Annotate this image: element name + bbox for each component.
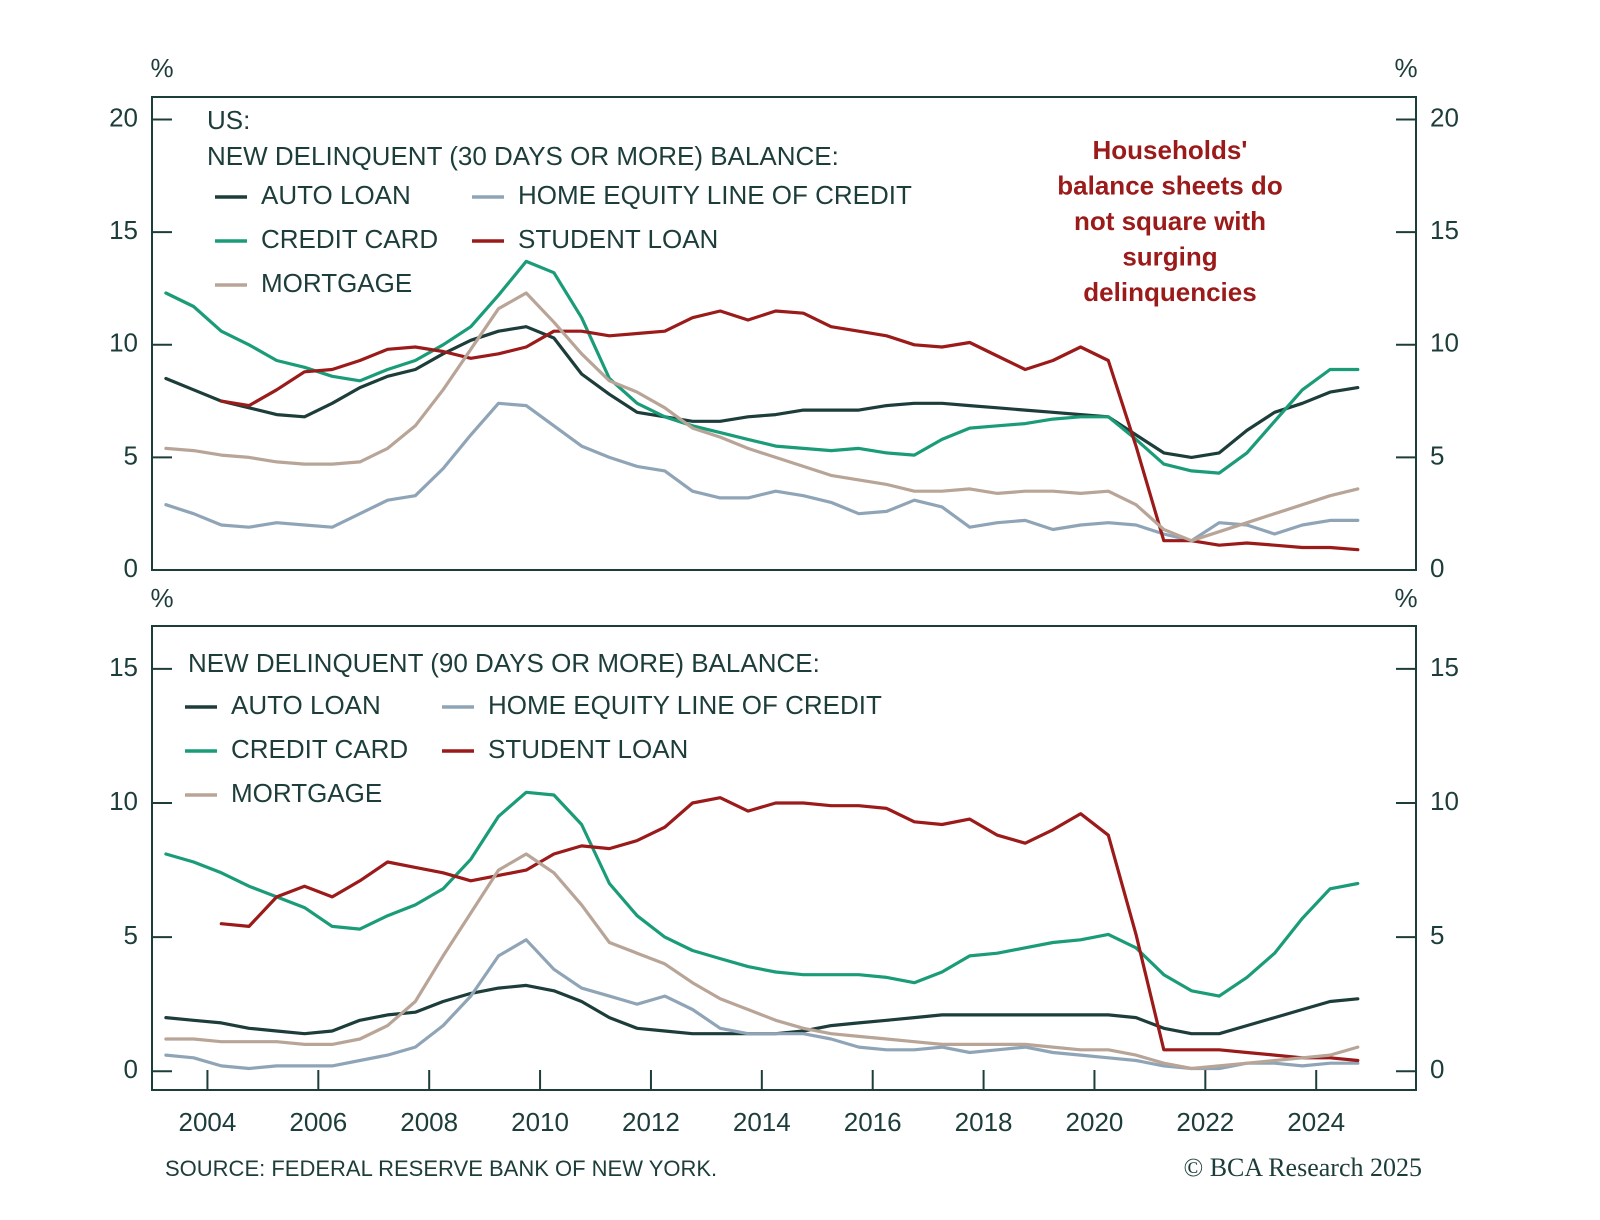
y-tick-label: 15 xyxy=(109,652,138,682)
y2-tick-label: 0 xyxy=(1430,1054,1444,1084)
series-line xyxy=(164,852,1360,1071)
y-tick-label: 5 xyxy=(124,920,138,950)
x-tick-label: 2014 xyxy=(733,1107,791,1137)
series-line xyxy=(164,291,1360,543)
y2-tick-label: 5 xyxy=(1430,440,1444,470)
y2-tick-label: 20 xyxy=(1430,102,1459,132)
source: SOURCE: FEDERAL RESERVE BANK OF NEW YORK… xyxy=(165,1156,717,1181)
legend-label: HOME EQUITY LINE OF CREDIT xyxy=(488,690,882,720)
y-unit: % xyxy=(150,53,173,83)
y-tick-label: 0 xyxy=(124,1054,138,1084)
x-tick-label: 2008 xyxy=(400,1107,458,1137)
y2-unit: % xyxy=(1394,53,1417,83)
annotation: not square with xyxy=(1074,206,1266,236)
plot-frame xyxy=(151,96,1417,571)
y2-tick-label: 10 xyxy=(1430,786,1459,816)
y-tick-label: 15 xyxy=(109,215,138,245)
chart-subtitle: NEW DELINQUENT (90 DAYS OR MORE) BALANCE… xyxy=(188,648,820,678)
y2-tick-label: 5 xyxy=(1430,920,1444,950)
x-tick-label: 2012 xyxy=(622,1107,680,1137)
y-tick-label: 10 xyxy=(109,328,138,358)
chart-subtitle: NEW DELINQUENT (30 DAYS OR MORE) BALANCE… xyxy=(207,141,839,171)
y-tick-label: 20 xyxy=(109,102,138,132)
x-tick-label: 2022 xyxy=(1176,1107,1234,1137)
y-tick-label: 5 xyxy=(124,440,138,470)
y-unit: % xyxy=(150,583,173,613)
legend-label: HOME EQUITY LINE OF CREDIT xyxy=(518,180,912,210)
chart-title: US: xyxy=(207,105,250,135)
x-tick-label: 2020 xyxy=(1066,1107,1124,1137)
legend-label: STUDENT LOAN xyxy=(488,734,688,764)
annotation: Households' xyxy=(1093,135,1248,165)
annotation: delinquencies xyxy=(1083,277,1256,307)
legend-label: STUDENT LOAN xyxy=(518,224,718,254)
legend-label: AUTO LOAN xyxy=(231,690,381,720)
y-tick-label: 0 xyxy=(124,553,138,583)
legend-label: CREDIT CARD xyxy=(261,224,438,254)
x-tick-label: 2004 xyxy=(179,1107,237,1137)
y2-tick-label: 15 xyxy=(1430,215,1459,245)
y2-tick-label: 15 xyxy=(1430,652,1459,682)
y2-tick-label: 0 xyxy=(1430,553,1444,583)
x-tick-label: 2006 xyxy=(289,1107,347,1137)
series-line xyxy=(164,983,1360,1036)
credit: © BCA Research 2025 xyxy=(1183,1153,1422,1182)
legend-label: AUTO LOAN xyxy=(261,180,411,210)
series-line xyxy=(219,309,1360,552)
annotation: balance sheets do xyxy=(1057,170,1282,200)
plot-frame xyxy=(151,625,1417,1091)
series-line xyxy=(164,259,1360,475)
y2-tick-label: 10 xyxy=(1430,328,1459,358)
y2-unit: % xyxy=(1394,583,1417,613)
x-tick-label: 2018 xyxy=(955,1107,1013,1137)
series-line xyxy=(164,790,1360,998)
legend-label: MORTGAGE xyxy=(261,268,412,298)
series-line xyxy=(164,325,1360,459)
x-tick-label: 2024 xyxy=(1287,1107,1345,1137)
legend-label: MORTGAGE xyxy=(231,778,382,808)
series-line xyxy=(219,796,1360,1063)
x-tick-label: 2016 xyxy=(844,1107,902,1137)
series-line xyxy=(164,938,1360,1071)
series-line xyxy=(164,401,1360,543)
legend-label: CREDIT CARD xyxy=(231,734,408,764)
x-tick-label: 2010 xyxy=(511,1107,569,1137)
annotation: surging xyxy=(1122,241,1217,271)
y-tick-label: 10 xyxy=(109,786,138,816)
